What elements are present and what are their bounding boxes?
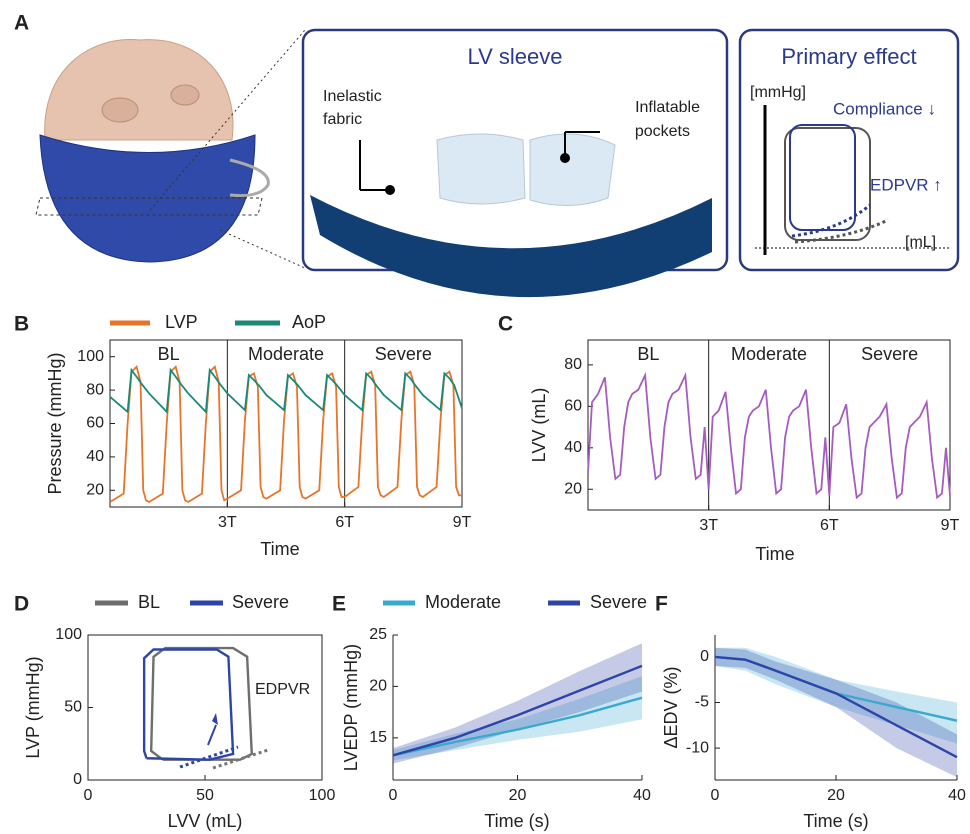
x-tick-label: 40 <box>948 787 966 804</box>
y-axis-label: LVV (mL) <box>529 388 549 463</box>
x-tick-label: 20 <box>827 787 845 804</box>
x-tick-label: 0 <box>711 787 720 804</box>
y-tick-label: 20 <box>564 480 582 497</box>
x-axis-label: Time <box>260 539 299 559</box>
y-axis-label: LVEDP (mmHg) <box>341 644 361 771</box>
panel-label: D <box>14 593 29 616</box>
y-tick-label: 25 <box>369 626 387 643</box>
legend-label: AoP <box>292 312 326 332</box>
y-tick-label: 0 <box>73 771 82 788</box>
x-axis-label: Time (s) <box>803 811 868 831</box>
y-tick-label: 0 <box>700 648 709 665</box>
section-label: Severe <box>861 344 918 364</box>
section-label: Moderate <box>248 344 324 364</box>
panel-label: F <box>655 593 668 616</box>
y-tick-label: 15 <box>369 729 387 746</box>
y-tick-label: 50 <box>64 699 82 716</box>
x-axis-label: Time <box>755 544 794 564</box>
legend-label: BL <box>138 592 160 612</box>
y-tick-label: 60 <box>86 415 104 432</box>
y-axis-label: ΔEDV (%) <box>661 666 681 748</box>
panel-label: E <box>332 593 346 616</box>
legend-label: Severe <box>590 592 647 612</box>
x-tick-label: 50 <box>196 787 214 804</box>
x-tick-label: 6T <box>335 514 354 531</box>
pockets-label: pockets <box>635 123 690 140</box>
y-tick-label: -10 <box>686 739 709 756</box>
section-label: BL <box>637 344 659 364</box>
x-tick-label: 100 <box>309 787 336 804</box>
fabric-label: Inelastic <box>323 88 382 105</box>
y-tick-label: 80 <box>86 381 104 398</box>
x-tick-label: 20 <box>509 787 527 804</box>
section-label: Severe <box>375 344 432 364</box>
y-tick-label: 40 <box>86 448 104 465</box>
x-axis-label: LVV (mL) <box>168 811 243 831</box>
x-tick-label: 3T <box>218 514 237 531</box>
panel-label: C <box>498 313 513 336</box>
y-tick-label: 40 <box>564 439 582 456</box>
legend-label: LVP <box>165 312 198 332</box>
edpvr-label: EDPVR ↑ <box>870 175 942 194</box>
edpvr-arrow <box>208 725 216 745</box>
section-label: BL <box>158 344 180 364</box>
y-tick-label: 100 <box>55 626 82 643</box>
data-line <box>151 648 252 760</box>
fabric-label: fabric <box>323 111 362 128</box>
annotation: EDPVR <box>255 681 310 698</box>
y-axis-label: LVP (mmHg) <box>23 656 43 758</box>
x-axis-label: Time (s) <box>484 811 549 831</box>
edpvr-dotted <box>180 747 238 767</box>
y-tick-label: 60 <box>564 398 582 415</box>
data-line <box>144 650 233 760</box>
y-tick-label: 80 <box>564 356 582 373</box>
sleeve-title: LV sleeve <box>468 44 563 69</box>
y-tick-label: 100 <box>77 348 104 365</box>
y-tick-label: 20 <box>86 482 104 499</box>
x-tick-label: 0 <box>84 787 93 804</box>
legend-label: Severe <box>232 592 289 612</box>
x-tick-label: 9T <box>941 517 960 534</box>
data-line <box>588 375 950 497</box>
section-label: Moderate <box>731 344 807 364</box>
x-unit: [mL] <box>905 234 936 251</box>
x-tick-label: 0 <box>389 787 398 804</box>
y-axis-label: Pressure (mmHg) <box>45 352 65 494</box>
y-tick-label: -5 <box>695 694 709 711</box>
sleeve-illustration <box>310 132 712 297</box>
effect-title: Primary effect <box>781 44 916 69</box>
panel-label: B <box>14 313 29 336</box>
y-tick-label: 20 <box>369 678 387 695</box>
x-tick-label: 3T <box>699 517 718 534</box>
y-unit: [mmHg] <box>750 84 806 101</box>
heart-illustration <box>36 30 305 268</box>
edpvr-arrowhead <box>212 713 218 725</box>
compliance-label: Compliance ↓ <box>833 99 936 118</box>
x-tick-label: 6T <box>820 517 839 534</box>
legend-label: Moderate <box>425 592 501 612</box>
panel-label: A <box>14 12 29 35</box>
pockets-label: Inflatable <box>635 99 700 116</box>
x-tick-label: 40 <box>633 787 651 804</box>
x-tick-label: 9T <box>453 514 472 531</box>
figure: A LV sleeve Inelastic fabric Inflatable … <box>0 0 970 834</box>
